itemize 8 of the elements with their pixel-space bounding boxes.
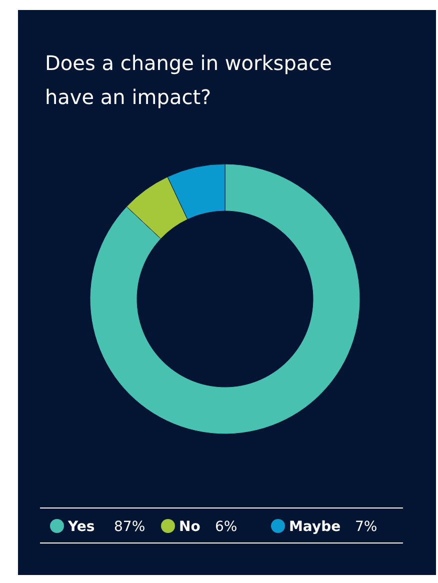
data-label: 7% bbox=[355, 519, 378, 535]
data-label: 87% bbox=[114, 519, 146, 535]
chart-title: Does a change in workspace have an impact? bbox=[45, 51, 332, 109]
data-label: 6% bbox=[215, 519, 238, 535]
legend-label: Maybe bbox=[289, 519, 341, 535]
donut-slice bbox=[90, 164, 360, 434]
legend-label: No bbox=[179, 519, 201, 535]
legend-label: Yes bbox=[67, 519, 95, 535]
